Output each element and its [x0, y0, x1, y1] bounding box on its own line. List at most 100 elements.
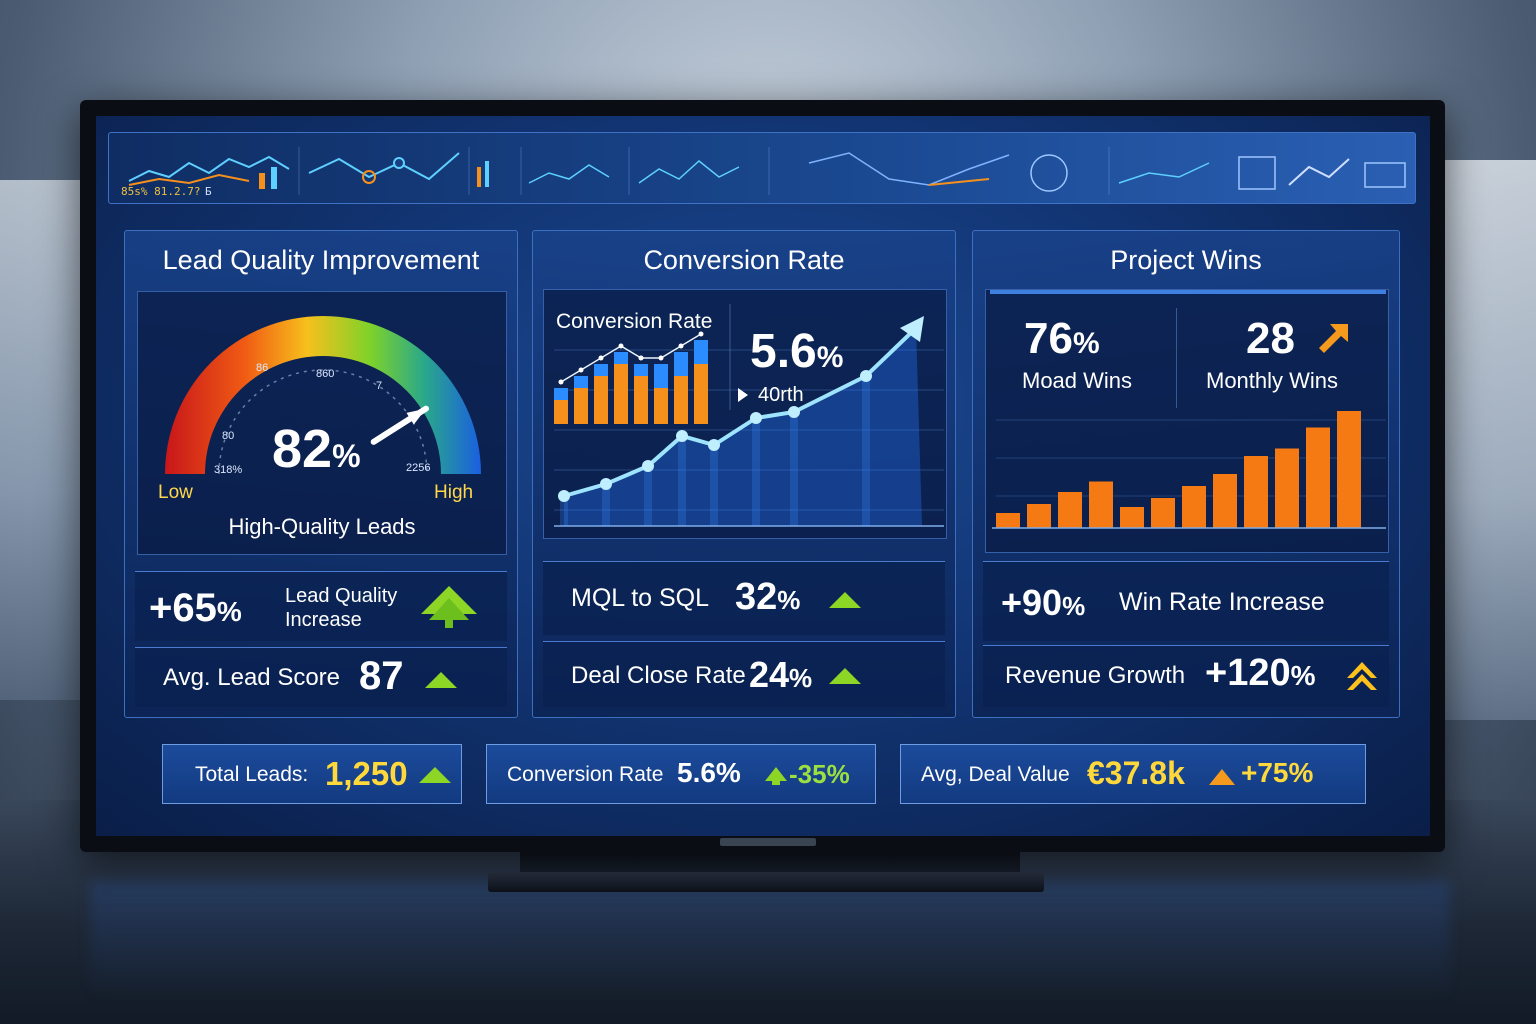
total-leads-label: Total Leads:	[195, 763, 309, 786]
conversion-point	[860, 370, 872, 382]
moad-wins-label: Moad Wins	[1022, 368, 1133, 393]
conversion-bar-overlay-point	[658, 355, 664, 361]
win-rate-row: +90% Win Rate Increase	[983, 561, 1389, 641]
dashboard-screen: 85s% 81.2.7? Б Lea	[96, 116, 1430, 836]
conversion-point	[600, 478, 612, 490]
conversion-column	[678, 436, 686, 526]
win-number: +90	[1001, 582, 1063, 623]
avg-deal-value-box: Avg, Deal Value €37.8k +75%	[900, 744, 1366, 804]
conversion-bar-upper	[614, 352, 628, 364]
avg-lead-score-value: 87	[359, 654, 404, 698]
conversion-bar-upper	[554, 388, 568, 400]
revenue-growth-value: +120%	[1205, 652, 1316, 695]
conversion-rate-panel: Conversion Rate Conversion Rate 5.6% 40r…	[532, 230, 956, 718]
mql-to-sql-row: MQL to SQL 32%	[543, 561, 945, 635]
project-wins-bar	[1120, 507, 1144, 528]
conversion-bar-overlay-point	[578, 367, 584, 373]
conversion-bar-upper	[694, 340, 708, 364]
conversion-rate-title: Conversion Rate	[643, 245, 845, 275]
conversion-bar-overlay-point	[678, 343, 684, 349]
gauge-needle-head	[406, 408, 427, 425]
conversion-column	[560, 496, 568, 526]
mql-to-sql-label: MQL to SQL	[571, 584, 710, 612]
conversion-big-unit: %	[816, 341, 844, 374]
strip-left-label: 85s% 81.2.7?	[121, 185, 201, 198]
conversion-big-value: 5.6%	[750, 324, 843, 379]
mql-number: 32	[735, 576, 778, 618]
gauge-high-label: High	[434, 482, 474, 503]
play-icon	[738, 388, 748, 402]
deal-close-rate-row: Deal Close Rate 24%	[543, 641, 945, 707]
gauge-tick-label: 318%	[214, 464, 243, 476]
win-rate-label: Win Rate Increase	[1119, 588, 1325, 616]
increase-number: +65	[149, 586, 217, 630]
project-wins-bar	[1182, 486, 1206, 528]
total-leads-value: 1,250	[325, 755, 408, 792]
background-window-right	[1436, 160, 1536, 720]
project-wins-bar	[1306, 427, 1330, 528]
up-arrow-icon	[829, 592, 861, 608]
win-unit: %	[1062, 591, 1086, 621]
project-wins-bar	[996, 513, 1020, 528]
project-wins-bar	[1027, 504, 1051, 528]
project-wins-bar	[1337, 411, 1361, 528]
project-wins-title: Project Wins	[1110, 245, 1262, 275]
lead-quality-increase-value: +65%	[149, 586, 242, 631]
moad-wins-value: 76%	[1024, 314, 1100, 364]
up-arrow-icon	[765, 767, 787, 785]
conversion-point	[558, 490, 570, 502]
conversion-arrow-head	[900, 316, 924, 342]
avg-lead-score-label: Avg. Lead Score	[163, 664, 341, 691]
conversion-bar-overlay-point	[598, 355, 604, 361]
lead-quality-title: Lead Quality Improvement	[162, 245, 480, 275]
trend-up-tree-icon	[421, 586, 477, 628]
monthly-wins-label: Monthly Wins	[1206, 368, 1339, 393]
revenue-growth-label: Revenue Growth	[1005, 662, 1186, 689]
project-wins-bar	[1058, 492, 1082, 528]
conversion-rank-label: 40rth	[758, 384, 804, 406]
conversion-summary-label: Conversion Rate	[507, 763, 664, 786]
revenue-growth-row: Revenue Growth +120%	[983, 645, 1389, 707]
conversion-column	[862, 376, 870, 526]
conversion-bar-lower	[614, 364, 628, 424]
conversion-trend-line	[554, 316, 944, 527]
gauge-tick-label: 7	[376, 380, 383, 392]
deal-close-rate-value: 24%	[749, 654, 812, 696]
strip-label-b: Б	[205, 185, 212, 198]
conversion-point	[676, 430, 688, 442]
gauge-needle	[370, 405, 430, 445]
conversion-bar-overlay-line	[560, 333, 702, 383]
conversion-bar-upper	[634, 364, 648, 376]
total-leads-box: Total Leads: 1,250	[162, 744, 462, 804]
rev-unit: %	[1290, 660, 1316, 691]
project-wins-bar	[1244, 456, 1268, 528]
close-number: 24	[749, 654, 790, 695]
conversion-bar-lower	[634, 376, 648, 424]
rev-number: +120	[1205, 652, 1291, 694]
project-wins-bars	[992, 411, 1386, 529]
tv-stand-base	[488, 872, 1044, 892]
project-wins-bar	[1275, 448, 1299, 528]
conversion-bar-lower	[594, 376, 608, 424]
conversion-bar-lower	[554, 400, 568, 424]
increase-label-line1: Lead Quality	[285, 585, 398, 607]
conversion-rate-summary-box: Conversion Rate 5.6% -35%	[486, 744, 876, 804]
conversion-big-number: 5.6	[750, 325, 817, 378]
project-wins-chart-box: 76% Moad Wins 28 Monthly Wins	[985, 289, 1389, 553]
quality-gauge	[165, 316, 481, 475]
gauge-value: 82%	[272, 418, 361, 480]
avg-deal-value-change: +75%	[1241, 757, 1314, 788]
mql-unit: %	[777, 585, 801, 615]
conversion-bar-lower	[694, 364, 708, 424]
monthly-wins-value: 28	[1246, 314, 1295, 363]
gauge-caption: High-Quality Leads	[228, 514, 416, 539]
deal-close-rate-label: Deal Close Rate	[571, 662, 746, 689]
double-chevron-up-icon	[1347, 662, 1377, 690]
conversion-bar-lower	[654, 388, 668, 424]
conversion-chart	[554, 304, 944, 527]
lead-quality-increase-row: +65% Lead Quality Increase	[135, 571, 507, 641]
increase-unit: %	[216, 596, 242, 627]
increase-label: Lead Quality Increase	[285, 584, 397, 632]
gauge-tick-label: 80	[222, 430, 235, 442]
up-arrow-icon	[419, 767, 451, 783]
